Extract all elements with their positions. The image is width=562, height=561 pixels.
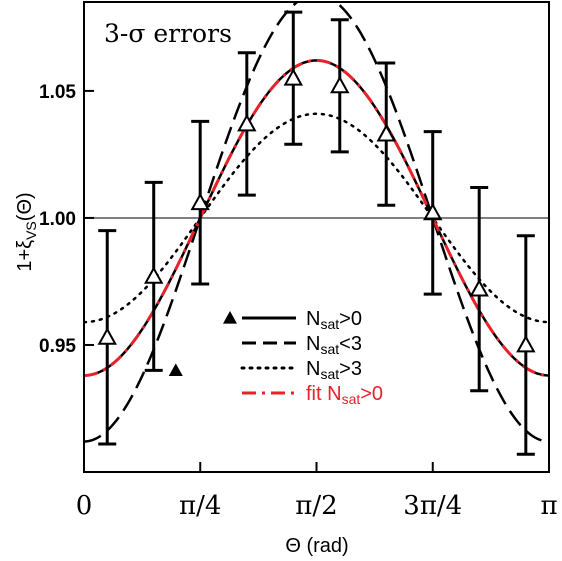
- data-point-9: [516, 334, 536, 353]
- x-tick-label-4: π: [540, 491, 557, 521]
- y-tick-label-2: 1.05: [39, 82, 76, 103]
- extra-marker: [168, 363, 183, 376]
- y-axis-label: 1+ξVS(Θ): [14, 192, 39, 271]
- y-tick-label-0: 0.95: [39, 336, 76, 357]
- legend-label-0: Nsat>0: [306, 308, 362, 332]
- legend-marker-0: [223, 311, 237, 324]
- legend-label-1: Nsat<3: [306, 333, 362, 357]
- x-tick-label-3: 3π/4: [403, 491, 462, 521]
- curve-2: [84, 112, 549, 324]
- x-axis-ticks: 0 π/4 π/2 3π/4 π: [76, 462, 558, 521]
- y-axis-label-sub: VS: [23, 221, 39, 240]
- x-tick-label-1: π/4: [179, 491, 221, 521]
- data-point-0: [97, 327, 117, 345]
- y-axis-label-main: 1+ξ: [14, 240, 36, 272]
- curves-layer: [84, 2, 549, 443]
- y-axis-label-suffix: (Θ): [14, 192, 36, 221]
- data-point-1: [144, 266, 164, 284]
- x-axis-label: Θ (rad): [285, 535, 348, 557]
- data-points-layer: [97, 10, 536, 456]
- y-axis-ticks: 0.95 1.00 1.05: [39, 82, 94, 357]
- data-point-2: [190, 192, 210, 211]
- annotation-3sigma: 3-σ errors: [104, 19, 232, 48]
- data-point-4: [283, 68, 303, 86]
- legend-label-2: Nsat>3: [306, 358, 362, 382]
- x-tick-label-2: π/2: [295, 491, 337, 521]
- data-point-6: [376, 124, 396, 142]
- curve-3: [84, 58, 549, 377]
- data-point-8: [469, 279, 489, 297]
- x-tick-label-0: 0: [76, 491, 93, 521]
- data-point-7: [423, 202, 443, 221]
- data-point-3: [237, 113, 257, 132]
- data-point-5: [330, 75, 350, 94]
- y-tick-label-1: 1.00: [39, 209, 76, 230]
- curve-1: [84, 2, 549, 443]
- legend-label-3: fit Nsat>0: [306, 383, 383, 407]
